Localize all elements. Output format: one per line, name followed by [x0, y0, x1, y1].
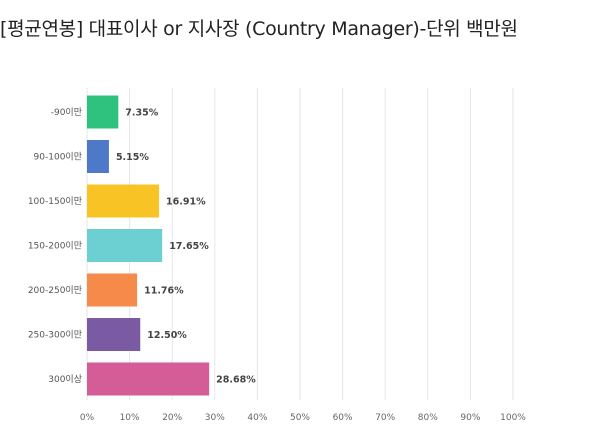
category-label: 100-150이만: [28, 196, 82, 207]
x-tick-label: 40%: [247, 413, 267, 423]
bar: [87, 229, 163, 262]
x-tick-label: 80%: [418, 413, 438, 423]
x-tick-label: 60%: [333, 413, 353, 423]
category-label: 250-300이만: [28, 330, 82, 341]
bar: [87, 318, 141, 351]
x-tick-label: 20%: [162, 413, 182, 423]
category-label: 90-100이만: [34, 152, 82, 163]
data-label: 28.68%: [216, 375, 256, 386]
x-tick-label: 0%: [80, 413, 95, 423]
x-tick-label: 90%: [460, 413, 480, 423]
category-labels: -90이만 90-100이만 100-150이만 150-200이만 200-250이만…: [28, 107, 82, 385]
x-axis-ticks: 0% 10% 20% 30% 40% 50% 60% 70% 80% 90% 100%: [80, 413, 526, 423]
category-label: 150-200이만: [28, 241, 82, 252]
data-labels: 7.35% 5.15% 16.91% 17.65% 11.76% 12.50% 28.68%: [116, 108, 256, 386]
data-label: 12.50%: [147, 330, 187, 341]
data-label: 5.15%: [116, 152, 149, 163]
chart-title: [평균연봉] 대표이사 or 지사장 (Country Manager)-단위 …: [0, 18, 518, 40]
x-tick-label: 100%: [500, 413, 526, 423]
bar: [87, 140, 109, 173]
bar: [87, 362, 210, 396]
category-label: -90이만: [51, 107, 82, 118]
bar: [87, 95, 119, 129]
x-tick-label: 70%: [375, 413, 395, 423]
data-label: 16.91%: [166, 197, 206, 208]
bar: [87, 273, 138, 307]
data-label: 11.76%: [144, 286, 184, 297]
category-label: 200-250이만: [28, 285, 82, 296]
bar: [87, 184, 160, 218]
bars: [87, 95, 210, 396]
x-tick-label: 30%: [205, 413, 225, 423]
data-label: 17.65%: [169, 241, 209, 252]
x-tick-label: 50%: [290, 413, 310, 423]
data-label: 7.35%: [125, 108, 158, 119]
x-tick-label: 10%: [120, 413, 140, 423]
category-label: 300이상: [48, 374, 82, 385]
